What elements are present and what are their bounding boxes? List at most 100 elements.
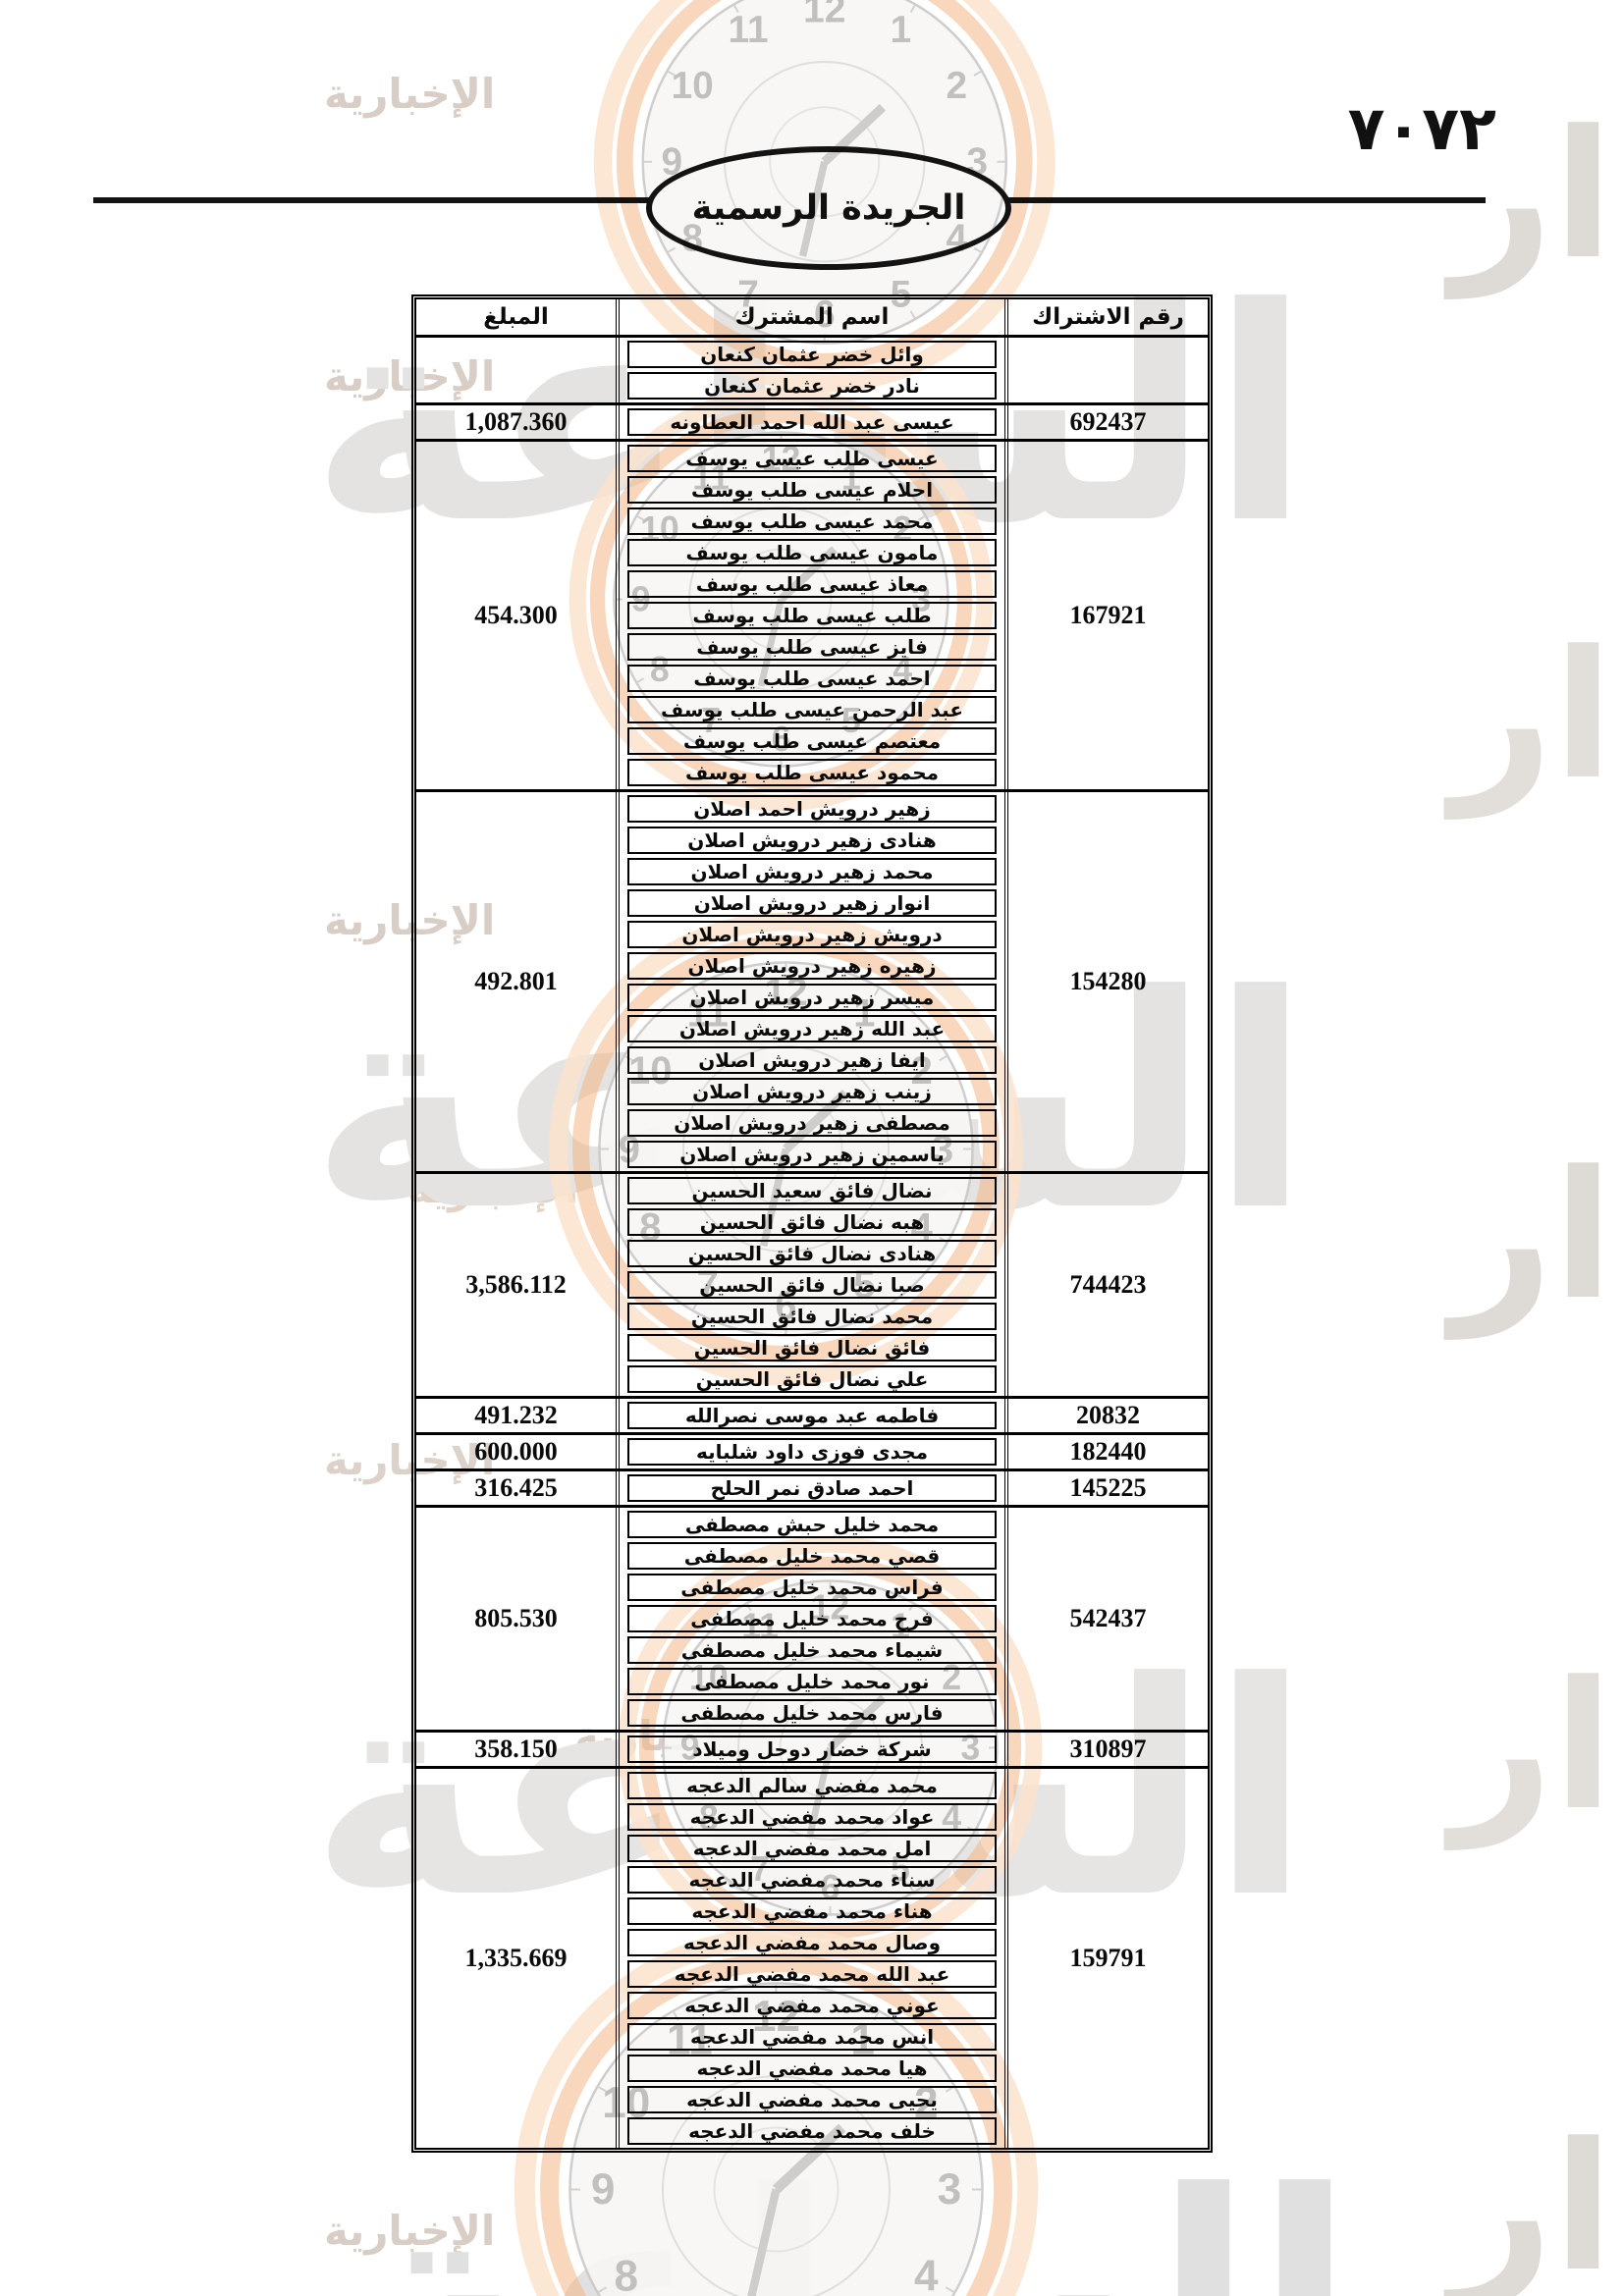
subscriber-name: عبد الله محمد مفضي الدعجه (627, 1960, 997, 1988)
subscription-number-cell: 542437 (1004, 1508, 1208, 1730)
svg-text:2: 2 (947, 65, 968, 107)
subscriber-name: فائق نضال فائق الحسين (627, 1334, 997, 1362)
subscriber-name: احمد عيسى طلب يوسف (627, 665, 997, 692)
name-cell: احمد صادق نمر الحلح (620, 1471, 1004, 1505)
subscriber-name: هنادى نضال فائق الحسين (627, 1240, 997, 1267)
amount-cell: 3,586.112 (416, 1174, 620, 1396)
subscription-number-cell: 159791 (1004, 1769, 1208, 2148)
table-row: 1,087.360 عيسى عبد الله احمد العطاونه 6924… (416, 405, 1208, 442)
watermark-word: مدار (1451, 1644, 1624, 1849)
subscription-number-cell: 145225 (1004, 1471, 1208, 1505)
svg-text:10: 10 (672, 65, 714, 107)
amount-value: 316.425 (474, 1473, 558, 1502)
gazette-title: الجريدة الرسمية (691, 188, 966, 228)
svg-text:9: 9 (590, 2165, 615, 2214)
subscriber-name: زينب زهير درويش اصلان (627, 1078, 997, 1105)
amount-header-label: المبلغ (483, 304, 549, 330)
subscriber-name: معتصم عيسى طلب يوسف (627, 727, 997, 755)
name-cell: وائل خضر عثمان كنعان نادر خضر عثمان كنعان (620, 338, 1004, 402)
name-cell: فاطمه عبد موسى نصرالله (620, 1399, 1004, 1432)
page-number: ٧٠٧٢ (1347, 92, 1496, 164)
subscriber-name: طلب عيسى طلب يوسف (627, 602, 997, 629)
subscriber-name: نور محمد خليل مصطفى (627, 1668, 997, 1695)
subscriber-name: هيا محمد مفضي الدعجه (627, 2055, 997, 2082)
subscriber-name: امل محمد مفضي الدعجه (627, 1835, 997, 1862)
amount-cell: 358.150 (416, 1733, 620, 1766)
subscription-number-cell: 692437 (1004, 405, 1208, 439)
gazette-title-ellipse: الجريدة الرسمية (646, 146, 1011, 270)
subscription-number-cell (1004, 338, 1208, 402)
subscriber-name: فراس محمد خليل مصطفى (627, 1574, 997, 1601)
table-row: 316.425 احمد صادق نمر الحلح 145225 (416, 1471, 1208, 1508)
table-row: 358.150 شركة خضار دوحل وميلاد 310897 (416, 1733, 1208, 1769)
svg-text:8: 8 (614, 2252, 638, 2296)
subscriber-name: نادر خضر عثمان كنعان (627, 372, 997, 400)
subscriber-name: انوار زهير درويش اصلان (627, 889, 997, 917)
subscription-number-cell: 20832 (1004, 1399, 1208, 1432)
subscriber-name: ميسر زهير درويش اصلان (627, 984, 997, 1011)
svg-text:12: 12 (803, 0, 845, 31)
watermark-word: مدار (1451, 2106, 1624, 2296)
subscription-number: 20832 (1076, 1401, 1140, 1429)
subscriber-name: احلام عيسى طلب يوسف (627, 476, 997, 504)
svg-text:11: 11 (729, 9, 769, 51)
name-cell: مجدى فوزى داود شلبايه (620, 1435, 1004, 1468)
amount-cell: 316.425 (416, 1471, 620, 1505)
subscription-number-cell: 182440 (1004, 1435, 1208, 1468)
amount-value: 454.300 (474, 601, 558, 629)
svg-text:4: 4 (914, 2252, 939, 2296)
subscriber-name: معاذ عيسى طلب يوسف (627, 570, 997, 598)
amount-cell: 491.232 (416, 1399, 620, 1432)
amount-value: 358.150 (474, 1735, 558, 1763)
subscription-number: 744423 (1069, 1270, 1147, 1299)
subscriber-name: عيسى عبد الله احمد العطاونه (627, 408, 997, 436)
subscriber-name: عواد محمد مفضي الدعجه (627, 1803, 997, 1831)
watermark-word: مدار (1451, 614, 1624, 819)
subscriber-name: عبد الله زهير درويش اصلان (627, 1015, 997, 1042)
subscriber-name: احمد صادق نمر الحلح (627, 1474, 997, 1502)
subscriber-name: محمد زهير درويش اصلان (627, 858, 997, 885)
svg-text:1: 1 (891, 9, 912, 51)
subscription-number: 167921 (1069, 601, 1147, 629)
subscriber-name: فرح محمد خليل مصطفى (627, 1605, 997, 1632)
subscriber-name: محمود عيسى طلب يوسف (627, 759, 997, 786)
subscriber-name: سناء محمد مفضي الدعجه (627, 1866, 997, 1894)
subscription-number: 182440 (1069, 1437, 1147, 1466)
subscriber-name: عبد الرحمن عيسى طلب يوسف (627, 696, 997, 723)
subscription-number: 692437 (1069, 407, 1147, 436)
subscriber-name: ايفا زهير درويش اصلان (627, 1046, 997, 1074)
subscription-number: 159791 (1069, 1944, 1147, 1972)
subscription-number: 542437 (1069, 1604, 1147, 1632)
subscriber-name: ياسمين زهير درويش اصلان (627, 1141, 997, 1168)
subscriber-name: هناء محمد مفضي الدعجه (627, 1897, 997, 1925)
table-row: 491.232 فاطمه عبد موسى نصرالله 20832 (416, 1399, 1208, 1435)
name-cell: زهير درويش احمد اصلان هنادى زهير درويش اص… (620, 792, 1004, 1171)
subscription-number: 145225 (1069, 1473, 1147, 1502)
subscriber-name: يحيى محمد مفضي الدعجه (627, 2086, 997, 2113)
subscriber-name: وائل خضر عثمان كنعان (627, 341, 997, 368)
subscriber-name: زهيره زهير درويش اصلان (627, 952, 997, 980)
number-header-cell: رقم الاشتراك (1004, 299, 1208, 335)
watermark-word: الساعة (353, 2155, 1355, 2296)
amount-cell: 454.300 (416, 442, 620, 789)
subscriber-name: عيسى طلب عيسى يوسف (627, 445, 997, 472)
subscribers-table: المبلغ اسم المشترك رقم الاشتراك وائل خضر… (411, 294, 1213, 2153)
name-cell: شركة خضار دوحل وميلاد (620, 1733, 1004, 1766)
subscriber-name: فاطمه عبد موسى نصرالله (627, 1402, 997, 1429)
subscriber-name: محمد خليل حبش مصطفى (627, 1511, 997, 1538)
table-header-row: المبلغ اسم المشترك رقم الاشتراك (416, 299, 1208, 338)
amount-value: 1,087.360 (464, 407, 568, 436)
name-cell: محمد خليل حبش مصطفى قصي محمد خليل مصطفى فر… (620, 1508, 1004, 1730)
name-header-label: اسم المشترك (734, 304, 890, 330)
subscriber-name: شركة خضار دوحل وميلاد (627, 1735, 997, 1763)
amount-cell (416, 338, 620, 402)
amount-header-cell: المبلغ (416, 299, 620, 335)
watermark-word: الإخبارية (324, 2207, 496, 2255)
subscriber-name: زهير درويش احمد اصلان (627, 795, 997, 823)
watermark-word: مدار (1451, 1134, 1624, 1339)
table-row: 454.300 عيسى طلب عيسى يوسف احلام عيسى طلب … (416, 442, 1208, 792)
subscriber-name: محمد مفضي سالم الدعجه (627, 1772, 997, 1799)
amount-cell: 1,087.360 (416, 405, 620, 439)
subscriber-name: خلف محمد مفضي الدعجه (627, 2117, 997, 2145)
table-body: وائل خضر عثمان كنعان نادر خضر عثمان كنعان… (416, 338, 1208, 2148)
